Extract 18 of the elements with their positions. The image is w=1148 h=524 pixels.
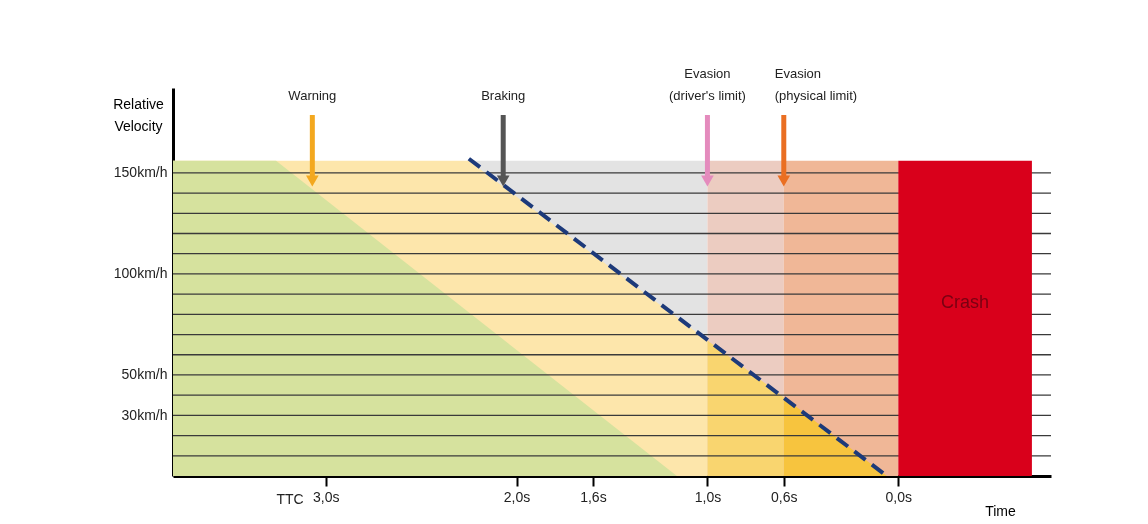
- x-tick-label: 1,0s: [694, 488, 722, 505]
- x-axis-title: Time: [985, 502, 1017, 519]
- y-tick-label: 150km/h: [113, 164, 168, 181]
- annotation: Braking: [481, 88, 526, 104]
- x-tick-label: 0,6s: [771, 488, 798, 505]
- x-tick-label: 2,0s: [503, 488, 531, 505]
- y-axis-title: Relative Velocity: [113, 95, 164, 134]
- annotation: Warning: [288, 88, 337, 104]
- y-tick-label: 50km/h: [121, 366, 168, 383]
- y-tick-label: 100km/h: [113, 265, 168, 282]
- annotation: Evasion (driver's limit): [669, 66, 746, 104]
- x-tick-label: 0,0s: [885, 488, 913, 505]
- annotation: Evasion (physical limit): [774, 66, 858, 104]
- series-label: Crash: [941, 291, 990, 312]
- x-tick-label: 1,6s: [580, 488, 607, 505]
- y-tick-label: 30km/h: [121, 406, 168, 423]
- x-tick-label: 3,0s: [312, 488, 340, 505]
- text: TTC: [276, 491, 304, 507]
